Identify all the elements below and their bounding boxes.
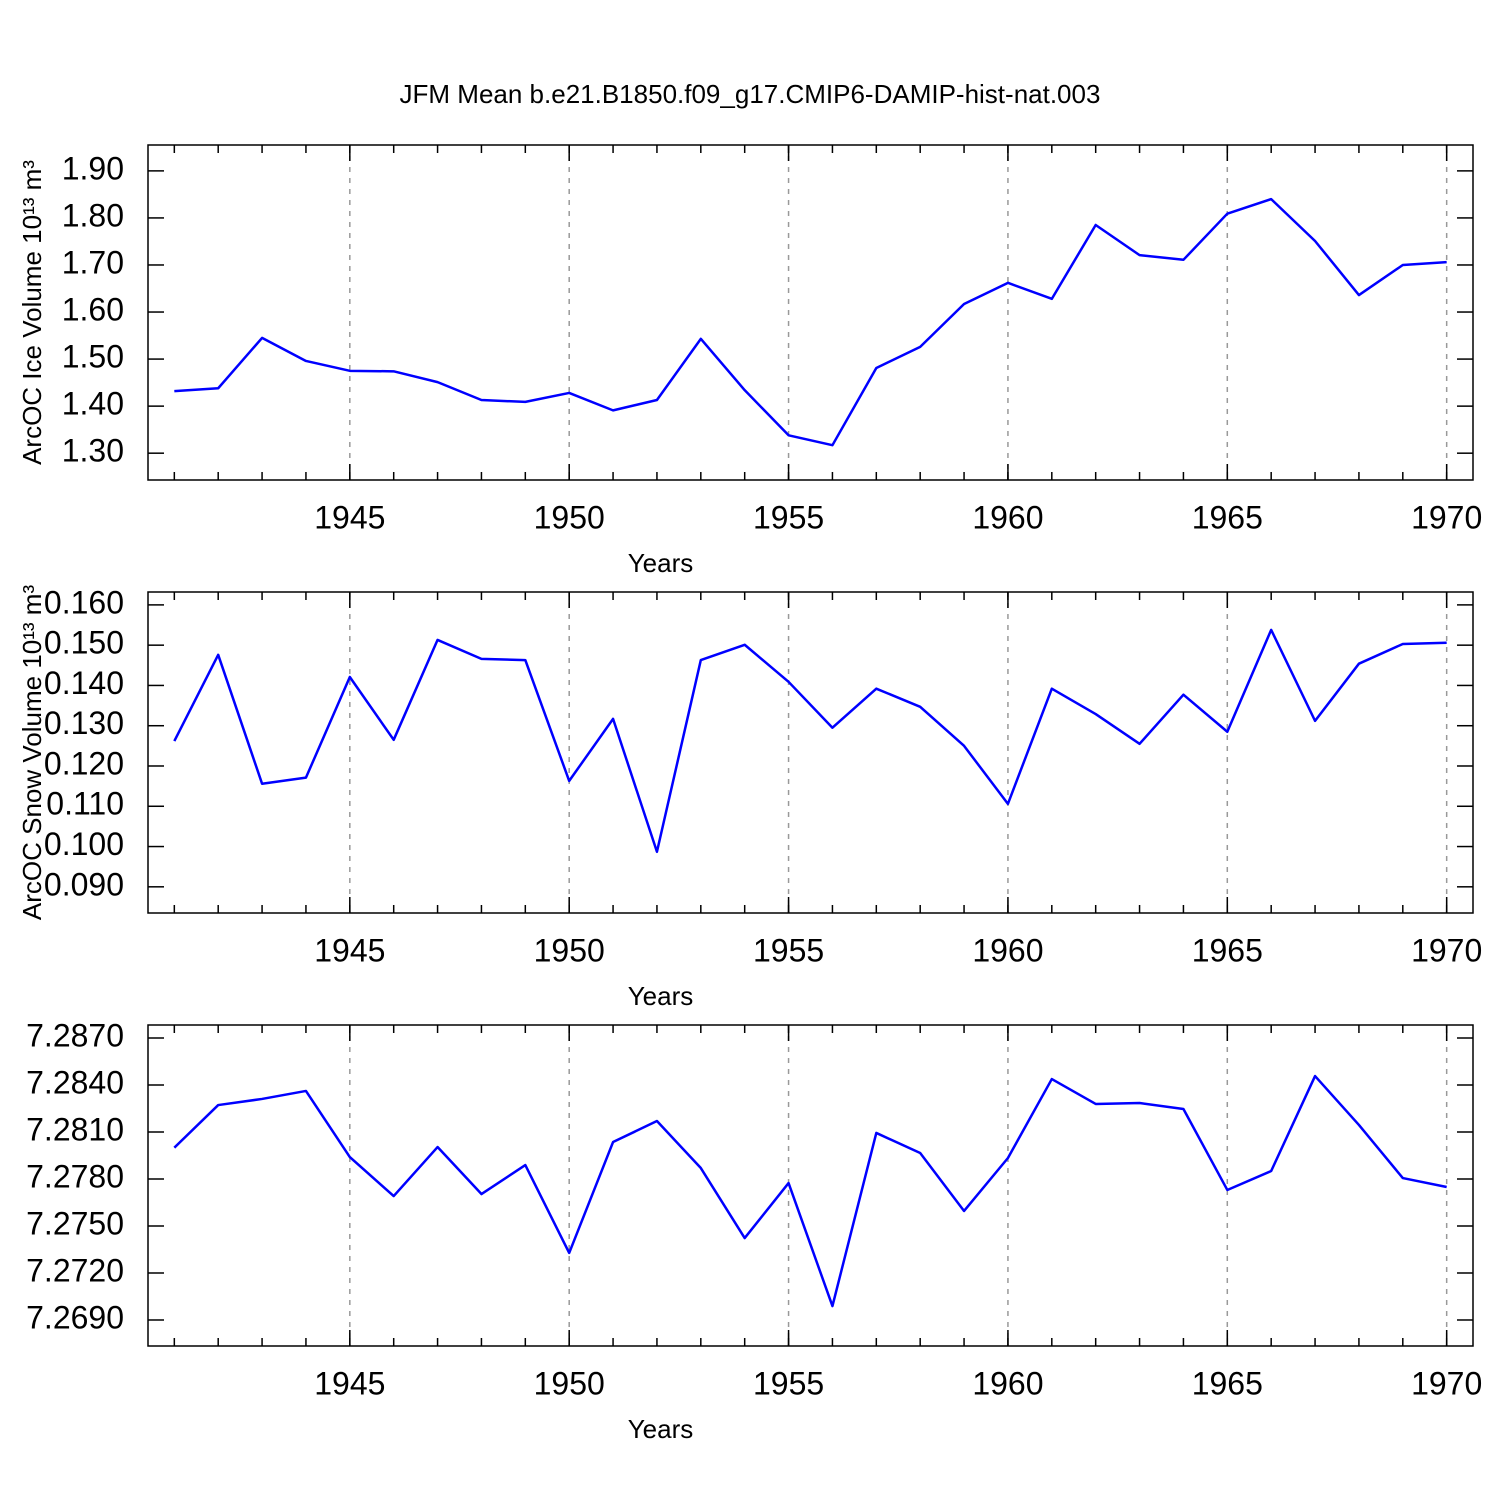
y-tick-label: 0.110 — [46, 786, 124, 822]
y-tick-label: 1.30 — [62, 433, 124, 469]
x-tick-label: 1955 — [753, 932, 824, 968]
x-tick-label: 1955 — [753, 1365, 824, 1401]
y-axis-label: ArcOC Snow Volume 10¹³ m³ — [17, 585, 47, 921]
y-tick-label: 1.80 — [62, 197, 124, 233]
y-tick-label: 7.2690 — [26, 1299, 124, 1335]
plot-frame — [147, 144, 1474, 481]
x-axis-label: Years — [628, 548, 694, 578]
x-tick-label: 1950 — [534, 932, 605, 968]
y-tick-label: 0.150 — [44, 625, 124, 661]
x-tick-label: 1960 — [972, 1365, 1043, 1401]
y-tick-label: 1.60 — [62, 291, 124, 327]
x-axis-label: Years — [628, 981, 694, 1011]
y-tick-label: 0.120 — [44, 745, 124, 781]
y-tick-label: 7.2870 — [26, 1017, 124, 1053]
y-tick-label: 0.090 — [44, 866, 124, 902]
y-tick-label: 7.2840 — [26, 1064, 124, 1100]
x-tick-label: 1965 — [1192, 1365, 1263, 1401]
plot-frame — [147, 591, 1474, 914]
x-axis-label: Years — [628, 1414, 694, 1444]
y-tick-label: 7.2780 — [26, 1158, 124, 1194]
x-tick-label: 1955 — [753, 499, 824, 535]
x-tick-label: 1965 — [1192, 499, 1263, 535]
x-tick-label: 1970 — [1411, 1365, 1482, 1401]
x-tick-label: 1945 — [314, 932, 385, 968]
y-tick-label: 7.2720 — [26, 1252, 124, 1288]
y-tick-label: 7.2750 — [26, 1205, 124, 1241]
x-tick-label: 1945 — [314, 499, 385, 535]
y-tick-label: 0.130 — [44, 705, 124, 741]
y-tick-label: 1.50 — [62, 339, 124, 375]
figure-title: JFM Mean b.e21.B1850.f09_g17.CMIP6-DAMIP… — [400, 79, 1101, 109]
x-tick-label: 1970 — [1411, 499, 1482, 535]
x-tick-label: 1965 — [1192, 932, 1263, 968]
data-line — [173, 1074, 1447, 1308]
data-line — [173, 628, 1447, 854]
y-tick-label: 1.70 — [62, 244, 124, 280]
y-tick-label: 1.40 — [62, 386, 124, 422]
y-tick-label: 1.90 — [62, 150, 124, 186]
x-tick-label: 1970 — [1411, 932, 1482, 968]
x-tick-label: 1960 — [972, 932, 1043, 968]
y-tick-label: 0.140 — [44, 665, 124, 701]
y-tick-label: 0.160 — [44, 584, 124, 620]
x-tick-label: 1945 — [314, 1365, 385, 1401]
y-axis-label: ArcOC Ice Volume 10¹³ m³ — [17, 160, 47, 465]
x-tick-label: 1960 — [972, 499, 1043, 535]
plot-frame — [147, 1024, 1474, 1347]
x-tick-label: 1950 — [534, 499, 605, 535]
x-tick-label: 1950 — [534, 1365, 605, 1401]
y-tick-label: 7.2810 — [26, 1111, 124, 1147]
data-line — [174, 197, 1447, 447]
y-tick-label: 0.100 — [44, 826, 124, 862]
